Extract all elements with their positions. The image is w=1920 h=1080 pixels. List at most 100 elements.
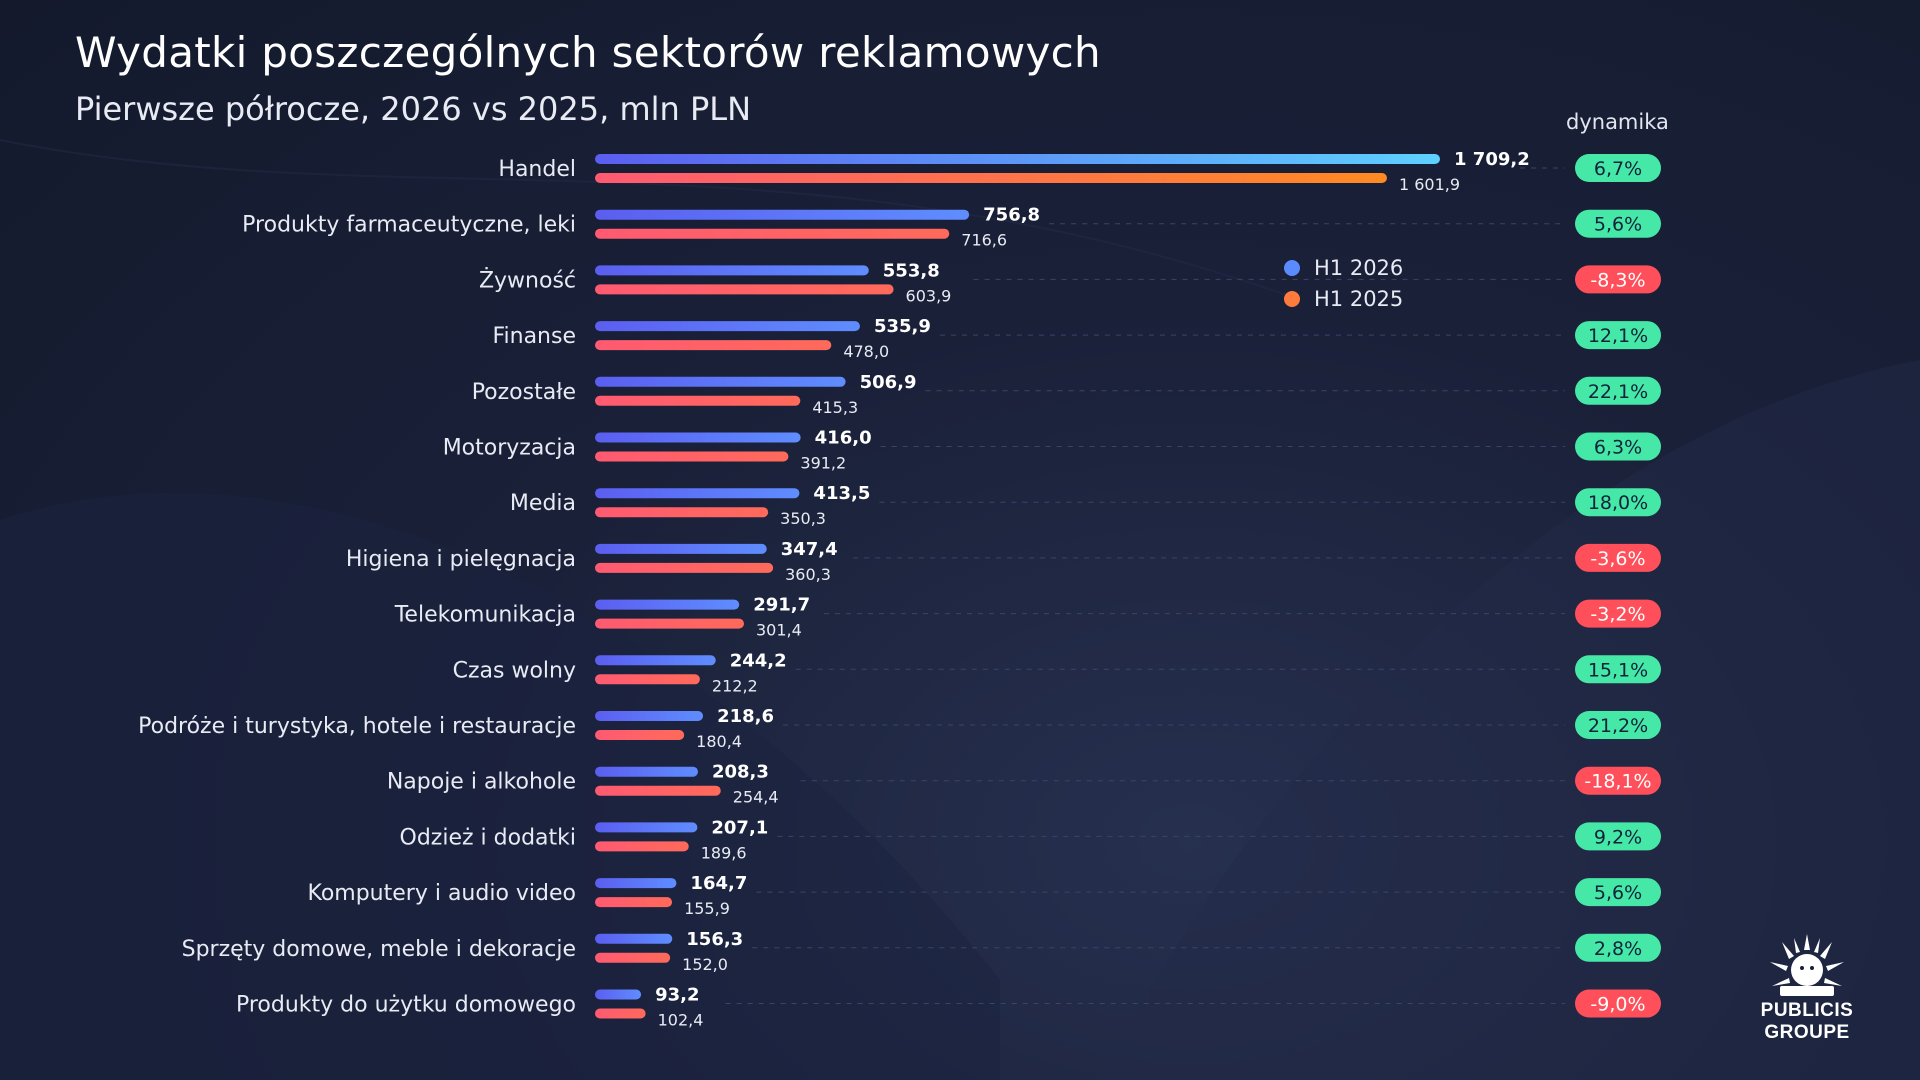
dynamics-label: 9,2% — [1594, 826, 1642, 848]
dynamics-label: -8,3% — [1590, 269, 1645, 291]
value-label-2025: 1 601,9 — [1399, 175, 1460, 194]
bar-h1-2025 — [595, 228, 950, 239]
bar-h1-2025 — [595, 952, 671, 963]
dynamics-label: -18,1% — [1584, 771, 1651, 793]
dynamics-pill — [1575, 265, 1661, 294]
dynamics-label: -9,0% — [1590, 994, 1645, 1016]
bar-h1-2025 — [595, 507, 769, 518]
dynamics-pill — [1575, 154, 1661, 182]
dynamics-header: dynamika — [1566, 110, 1669, 134]
value-label-2026: 244,2 — [730, 650, 787, 671]
value-label-2026: 156,3 — [686, 929, 743, 950]
dynamics-pill — [1575, 321, 1661, 350]
value-label-2025: 155,9 — [684, 899, 730, 918]
dynamics-pill — [1575, 933, 1661, 962]
value-label-2025: 152,0 — [682, 955, 728, 974]
dynamics-label: 18,0% — [1588, 492, 1648, 514]
value-label-2025: 391,2 — [800, 454, 846, 473]
dynamics-pill — [1575, 376, 1661, 405]
value-label-2025: 603,9 — [906, 286, 952, 305]
bar-h1-2026 — [595, 321, 860, 332]
dynamics-pill — [1575, 488, 1661, 517]
value-label-2026: 553,8 — [883, 260, 940, 281]
value-label-2026: 291,7 — [753, 595, 810, 616]
dynamics-pill — [1575, 543, 1661, 572]
dynamics-pill — [1575, 989, 1661, 1018]
bar-h1-2025 — [595, 897, 673, 908]
dynamics-label: 5,6% — [1594, 882, 1642, 904]
legend-label-2025: H1 2025 — [1314, 286, 1404, 311]
bar-h1-2025 — [595, 562, 774, 573]
value-label-2025: 189,6 — [701, 843, 747, 862]
bar-h1-2025 — [595, 618, 745, 629]
value-label-2026: 756,8 — [983, 205, 1040, 226]
value-label-2025: 350,3 — [780, 509, 826, 528]
dynamics-pill — [1575, 711, 1661, 739]
dynamics-pill — [1575, 766, 1661, 795]
bar-h1-2026 — [595, 376, 846, 387]
category-label: Czas wolny — [453, 658, 576, 683]
dynamics-pill — [1575, 878, 1661, 907]
category-label: Handel — [498, 157, 576, 182]
bar-h1-2025 — [595, 841, 689, 852]
value-label-2026: 416,0 — [815, 428, 872, 449]
value-label-2025: 301,4 — [756, 621, 802, 640]
legend-item-2025: H1 2025 — [1284, 283, 1403, 314]
legend-item-2026: H1 2026 — [1284, 252, 1403, 283]
logo-line-1: PUBLICIS — [1760, 1000, 1854, 1021]
category-label: Media — [510, 491, 576, 516]
dynamics-label: 2,8% — [1594, 938, 1642, 960]
bar-h1-2026 — [595, 432, 801, 443]
value-label-2026: 93,2 — [655, 985, 699, 1006]
value-label-2025: 102,4 — [658, 1011, 704, 1030]
dynamics-pill — [1575, 432, 1661, 461]
category-label: Finanse — [492, 324, 576, 349]
value-label-2025: 254,4 — [733, 788, 779, 807]
dynamics-pill — [1575, 655, 1661, 684]
bar-h1-2026 — [595, 766, 698, 777]
value-label-2026: 347,4 — [781, 539, 838, 560]
dynamics-label: -3,6% — [1590, 548, 1645, 570]
category-label: Żywność — [479, 267, 576, 293]
dynamics-pill — [1575, 209, 1661, 238]
dynamics-label: 6,3% — [1594, 437, 1642, 459]
chart-subtitle: Pierwsze półrocze, 2026 vs 2025, mln PLN — [75, 90, 752, 128]
category-label: Odzież i dodatki — [400, 825, 576, 850]
dynamics-label: 21,2% — [1588, 715, 1648, 737]
bar-h1-2025 — [595, 395, 801, 406]
bar-h1-2026 — [595, 265, 869, 276]
dynamics-label: 5,6% — [1594, 214, 1642, 236]
value-label-2026: 413,5 — [813, 483, 870, 504]
value-label-2025: 415,3 — [812, 398, 858, 417]
category-label: Napoje i alkohole — [387, 770, 576, 795]
legend-dot-2026 — [1284, 259, 1300, 276]
category-label: Podróże i turystyka, hotele i restauracj… — [138, 714, 576, 739]
value-label-2025: 212,2 — [712, 676, 758, 695]
category-label: Higiena i pielęgnacja — [346, 547, 576, 572]
bar-h1-2025 — [595, 173, 1387, 183]
category-label: Motoryzacja — [443, 436, 576, 461]
category-label: Telekomunikacja — [394, 603, 576, 628]
bar-h1-2025 — [595, 730, 685, 740]
category-label: Produkty do użytku domowego — [236, 993, 576, 1018]
value-label-2026: 218,6 — [717, 706, 774, 727]
bar-h1-2026 — [595, 878, 677, 889]
dynamics-label: -3,2% — [1590, 604, 1645, 626]
value-label-2025: 180,4 — [696, 732, 742, 751]
bar-h1-2025 — [595, 284, 894, 295]
value-label-2026: 1 709,2 — [1454, 149, 1530, 170]
category-label: Sprzęty domowe, meble i dekoracje — [182, 937, 576, 962]
dynamics-label: 12,1% — [1588, 325, 1648, 347]
bar-h1-2026 — [595, 599, 740, 610]
value-label-2025: 478,0 — [843, 342, 889, 361]
legend-dot-2025 — [1284, 290, 1300, 307]
bar-h1-2025 — [595, 451, 789, 462]
bar-h1-2026 — [595, 822, 698, 833]
value-label-2026: 506,9 — [860, 372, 917, 393]
logo-line-2: GROUPE — [1764, 1022, 1850, 1043]
bar-h1-2026 — [595, 154, 1440, 164]
category-label: Produkty farmaceutyczne, leki — [242, 213, 576, 238]
bar-h1-2026 — [595, 655, 716, 666]
value-label-2026: 207,1 — [711, 817, 768, 838]
dynamics-pill — [1575, 822, 1661, 851]
